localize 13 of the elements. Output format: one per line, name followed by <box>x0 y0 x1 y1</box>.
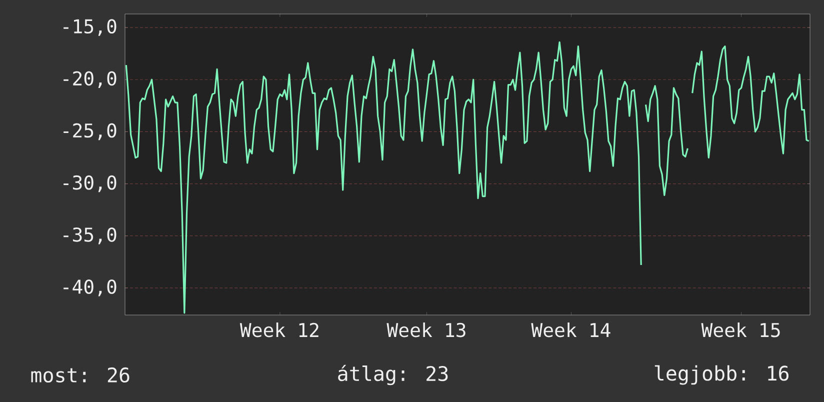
y-tick-label: -35,0 <box>64 227 116 244</box>
y-tick-label: -25,0 <box>64 123 116 140</box>
x-tick-label: Week 13 <box>386 322 466 338</box>
y-tick-label: -40,0 <box>64 280 116 296</box>
x-tick-label: Week 15 <box>701 322 780 338</box>
y-tick-label: -30,0 <box>64 175 116 192</box>
y-tick-label: -20,0 <box>64 71 116 88</box>
x-tick-label: Week 14 <box>531 322 610 338</box>
text: most: 26 <box>31 367 130 383</box>
text: legjobb: 16 <box>654 365 788 385</box>
x-tick-label: Week 12 <box>240 322 318 338</box>
y-tick-label: -15,0 <box>64 19 116 36</box>
text: átlag: 23 <box>338 364 448 386</box>
